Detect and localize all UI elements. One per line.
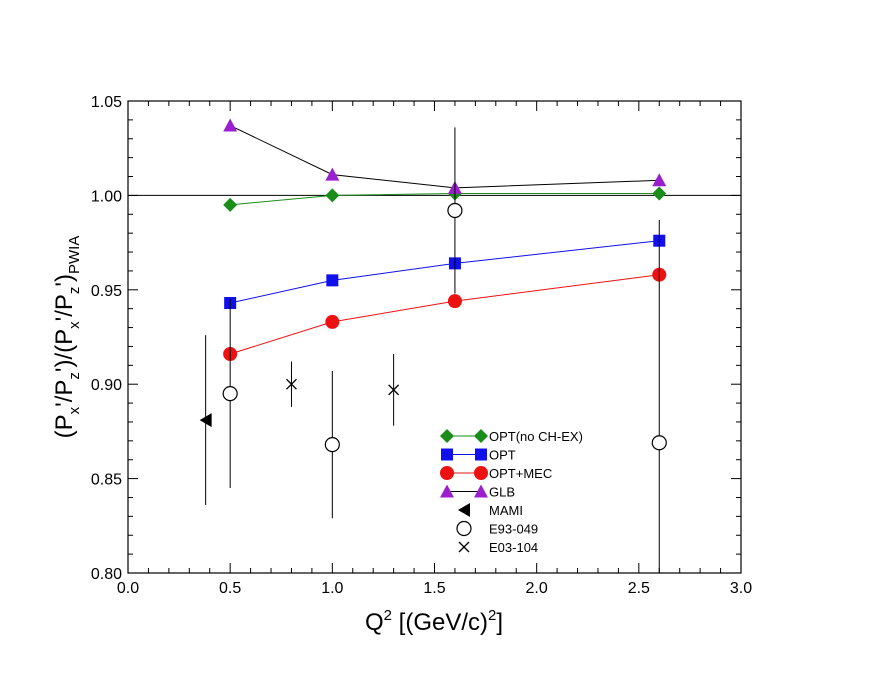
y-tick-label: 1.05 — [91, 94, 122, 111]
legend-marker — [474, 484, 488, 498]
legend-marker — [458, 503, 470, 517]
legend-label: OPT+MEC — [489, 466, 552, 481]
legend-marker — [440, 466, 454, 480]
y-axis-title: (Px'/Pz')/(Px'/Pz')PWIA — [51, 236, 83, 439]
plot-frame — [127, 100, 742, 574]
data-point — [199, 413, 212, 428]
x-tick-label: 3.0 — [730, 580, 752, 597]
series-opt — [224, 234, 666, 310]
series-opt-no-ch-ex- — [223, 186, 667, 212]
data-point — [326, 274, 339, 287]
y-tick-label: 0.95 — [91, 283, 122, 300]
data-point — [447, 202, 463, 219]
data-point — [286, 378, 297, 390]
tick-labels: 0.0 0.5 1.0 1.5 2.0 2.5 3.0 0.80 0.85 0.90 0.95 1.0… — [91, 94, 752, 597]
legend-label: E03-104 — [489, 540, 538, 555]
series-glb — [223, 118, 667, 194]
series-e03-104 — [286, 353, 400, 426]
cross-stroke — [388, 384, 400, 396]
legend-label: OPT — [489, 448, 516, 463]
cross-stroke — [286, 378, 297, 390]
data-point — [388, 384, 400, 396]
x-axis-title: Q2 [(GeV/c)2] — [365, 607, 503, 636]
data-point — [651, 435, 667, 451]
data-point — [223, 197, 238, 212]
legend-label: E93-049 — [489, 522, 538, 537]
data-point — [325, 314, 340, 329]
legend-label: GLB — [489, 485, 515, 500]
y-tick-label: 1.00 — [91, 188, 122, 205]
legend-marker — [440, 484, 454, 498]
legend-marker — [474, 429, 488, 443]
legend-marker — [456, 520, 472, 537]
legend: OPT(no CH-EX) OPT OPT+MEC GLB MAMI E93-049 E03… — [440, 429, 583, 555]
x-tick-label: 1.0 — [321, 580, 343, 597]
data-point — [222, 386, 238, 402]
data-point — [652, 173, 667, 187]
data-point — [325, 188, 340, 203]
legend-marker — [475, 448, 487, 461]
data-point — [325, 167, 340, 181]
data-layer — [199, 118, 667, 573]
legend-marker — [474, 466, 488, 480]
series-opt-mec — [223, 267, 667, 361]
legend-marker — [458, 541, 470, 553]
series-line — [230, 193, 660, 206]
series-line — [230, 240, 660, 304]
x-tick-label: 2.5 — [628, 580, 650, 597]
y-tick-label: 0.90 — [91, 377, 122, 394]
data-point — [324, 437, 340, 453]
data-point — [447, 294, 462, 309]
legend-label: MAMI — [489, 503, 523, 518]
series-line — [229, 125, 660, 189]
x-tick-label: 2.0 — [526, 580, 548, 597]
legend-marker — [441, 448, 453, 461]
legend-label: OPT(no CH-EX) — [489, 429, 583, 444]
data-point — [652, 186, 667, 201]
x-tick-label: 0.0 — [117, 580, 139, 597]
series-e93-049 — [222, 127, 667, 573]
x-tick-label: 1.5 — [423, 580, 445, 597]
data-point — [223, 118, 238, 132]
cross-stroke — [458, 541, 470, 553]
x-tick-label: 0.5 — [219, 580, 241, 597]
y-tick-label: 0.80 — [91, 566, 122, 583]
axes-layer — [127, 100, 742, 574]
series-line — [230, 274, 660, 355]
y-tick-label: 0.85 — [91, 472, 122, 489]
series-mami — [199, 335, 212, 506]
legend-marker — [440, 429, 454, 443]
